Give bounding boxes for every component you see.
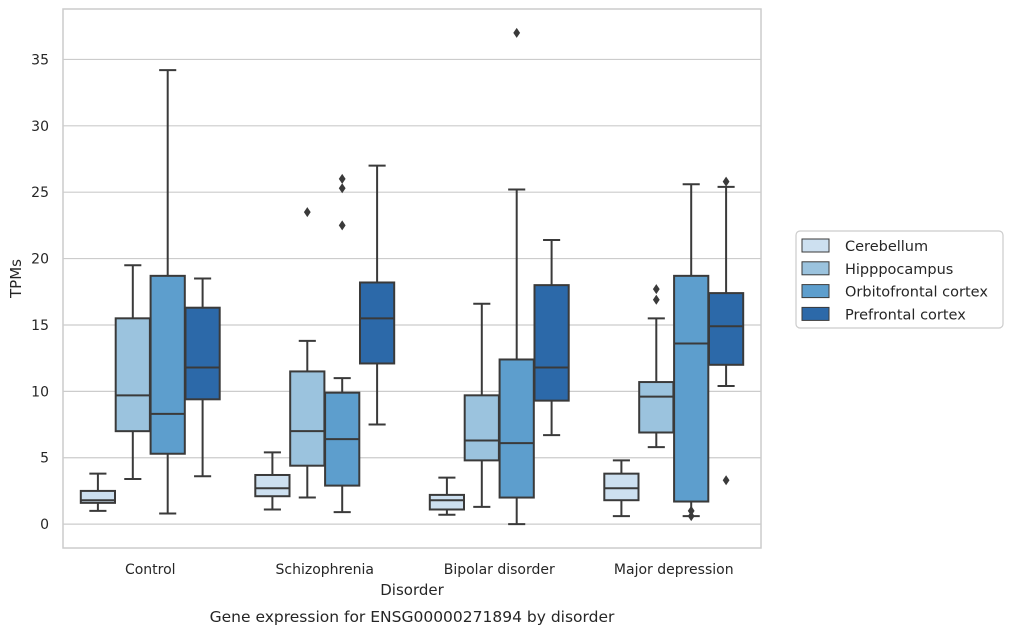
- box-0-3: [603, 459, 640, 518]
- box-3-0: [184, 277, 221, 478]
- x-axis-label: Disorder: [380, 581, 444, 599]
- box-body: [707, 292, 745, 366]
- box-body: [533, 284, 570, 402]
- y-tick-label-15: 15: [31, 318, 49, 334]
- legend-label-3: Prefrontal cortex: [845, 307, 966, 323]
- outlier-1: [687, 505, 695, 516]
- box-2-0: [149, 69, 186, 515]
- outlier-0: [687, 511, 695, 522]
- box-body: [498, 358, 535, 499]
- legend-label-2: Orbitofrontal cortex: [845, 285, 988, 301]
- box-elements: [79, 27, 745, 526]
- box-0-1: [254, 451, 291, 511]
- y-tick-label-20: 20: [31, 252, 49, 268]
- box-body: [289, 370, 326, 467]
- outlier-1: [722, 176, 730, 187]
- legend: Cerebellum Hipppocampus Orbitofrontal cort…: [795, 230, 1004, 329]
- outlier-0: [513, 27, 521, 38]
- box-3-3: [707, 176, 745, 486]
- box-1-1: [289, 207, 326, 499]
- outlier-0: [722, 475, 730, 486]
- outlier-0: [303, 207, 311, 218]
- box-3-1: [358, 164, 396, 426]
- outlier-0: [338, 220, 346, 231]
- box-1-2: [463, 302, 500, 508]
- box-body: [358, 281, 396, 365]
- outlier-1: [338, 183, 346, 194]
- box-0-2: [428, 476, 466, 516]
- x-tick-label-0: Control: [125, 562, 176, 578]
- box-2-3: [673, 183, 710, 522]
- box-body: [428, 493, 466, 511]
- box-2-1: [324, 173, 361, 514]
- outlier-2: [338, 173, 346, 184]
- y-axis-label: TPMs: [7, 259, 25, 299]
- box-3-2: [533, 239, 570, 437]
- legend-swatch-2: [801, 284, 830, 299]
- box-1-0: [114, 264, 151, 480]
- y-tick-label-0: 0: [40, 517, 49, 533]
- box-body: [149, 274, 186, 455]
- x-tick-label-1: Schizophrenia: [276, 562, 374, 578]
- x-tick-label-2: Bipolar disorder: [444, 562, 555, 578]
- outlier-0: [652, 294, 660, 305]
- legend-swatch-3: [801, 306, 830, 321]
- legend-swatch-1: [801, 261, 830, 276]
- box-body: [254, 473, 291, 498]
- y-tick-label-10: 10: [31, 384, 49, 400]
- box-body: [114, 317, 151, 433]
- box-body: [463, 394, 500, 462]
- legend-label-1: Hipppocampus: [845, 262, 953, 278]
- y-tick-label-35: 35: [31, 52, 49, 68]
- legend-frame: [795, 230, 1004, 329]
- box-body: [638, 381, 675, 434]
- y-tick-labels: 0 5 10 15 20 25 30 35: [31, 52, 49, 533]
- legend-swatch-0: [801, 238, 830, 253]
- box-1-3: [638, 284, 675, 449]
- box-body: [184, 306, 221, 401]
- box-2-2: [498, 27, 535, 526]
- x-tick-labels: Control Schizophrenia Bipolar disorder Majo…: [125, 562, 734, 578]
- box-0-0: [79, 472, 117, 512]
- y-tick-label-25: 25: [31, 185, 49, 201]
- plot-frame: [62, 8, 762, 549]
- y-tick-label-5: 5: [40, 451, 49, 467]
- outlier-1: [652, 284, 660, 295]
- box-body: [79, 489, 117, 504]
- legend-label-0: Cerebellum: [845, 239, 928, 255]
- box-body: [673, 274, 710, 503]
- box-body: [603, 472, 640, 502]
- x-tick-label-3: Major depression: [614, 562, 734, 578]
- chart-title: Gene expression for ENSG00000271894 by d…: [210, 608, 615, 626]
- y-tick-label-30: 30: [31, 119, 49, 135]
